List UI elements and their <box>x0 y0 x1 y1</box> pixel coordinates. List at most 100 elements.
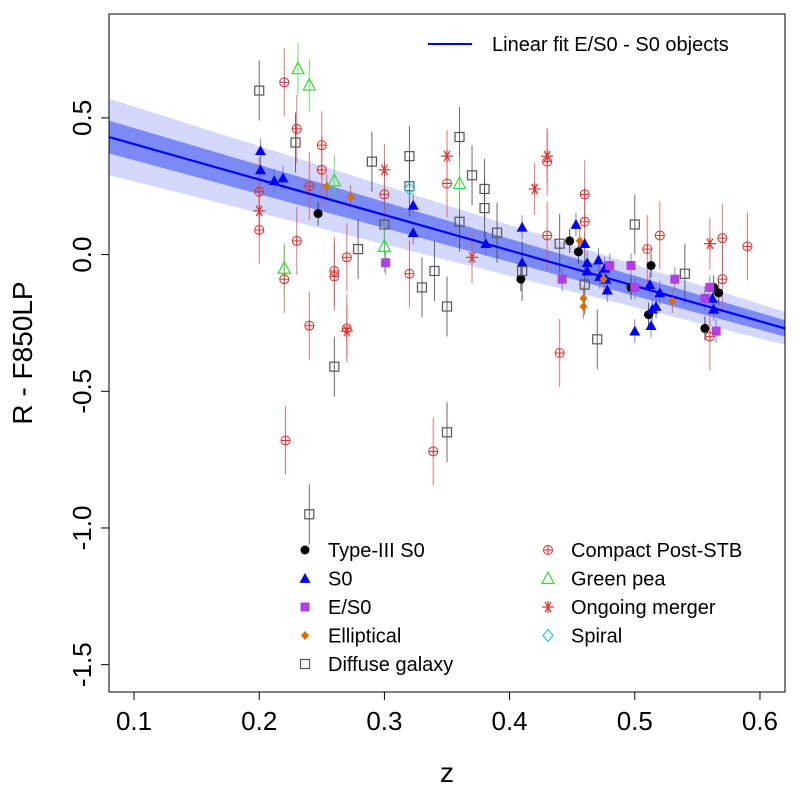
point-s0 <box>516 221 528 232</box>
legend-marker-e-s0 <box>300 602 310 612</box>
point-diffuse-galaxy <box>454 216 465 227</box>
point-s0 <box>277 172 289 183</box>
point-s0 <box>645 320 657 331</box>
point-compact-post-stb <box>579 189 590 200</box>
point-compact-post-stb <box>291 123 302 134</box>
point-s0 <box>268 175 280 186</box>
point-compact-post-stb <box>742 241 753 252</box>
point-diffuse-galaxy <box>329 361 340 372</box>
point-ongoing-merger <box>528 182 541 195</box>
point-s0 <box>480 238 492 249</box>
y-tick-label: -0.5 <box>67 369 97 414</box>
point-diffuse-galaxy <box>379 219 390 230</box>
point-elliptical <box>579 293 588 303</box>
fit-line-group <box>109 135 785 330</box>
point-diffuse-galaxy <box>416 282 428 293</box>
point-elliptical <box>579 302 588 312</box>
point-s0 <box>254 145 266 156</box>
point-s0 <box>581 257 593 268</box>
point-compact-post-stb <box>717 274 728 285</box>
point-diffuse-galaxy <box>479 203 490 214</box>
point-e-s0 <box>630 282 640 292</box>
point-compact-post-stb <box>542 230 553 241</box>
point-compact-post-stb <box>280 435 291 446</box>
point-elliptical <box>668 296 677 306</box>
point-e-s0 <box>381 258 391 268</box>
x-tick-label: 0.2 <box>241 706 277 736</box>
point-e-s0 <box>700 293 710 303</box>
inner-confidence-band <box>109 120 785 337</box>
legend-label-ongoing-merger: Ongoing merger <box>571 597 716 619</box>
point-e-s0 <box>626 261 636 271</box>
point-green-pea <box>302 77 317 91</box>
point-compact-post-stb <box>291 235 302 246</box>
point-s0 <box>644 279 656 290</box>
point-compact-post-stb <box>442 178 452 189</box>
point-elliptical <box>599 274 608 284</box>
point-green-pea <box>291 60 306 75</box>
point-compact-post-stb <box>654 230 665 241</box>
legend-label-spiral: Spiral <box>571 626 622 648</box>
point-type-iii-s0 <box>714 288 724 298</box>
legend-marker-green-pea <box>541 570 555 585</box>
confidence-bands <box>109 98 785 345</box>
point-diffuse-galaxy <box>491 227 503 238</box>
point-s0 <box>654 287 666 298</box>
point-type-iii-s0 <box>313 209 323 219</box>
point-compact-post-stb <box>279 274 290 285</box>
legend-label-type-iii-s0: Type-III S0 <box>328 540 425 562</box>
legend-marker-s0 <box>299 573 311 583</box>
data-points <box>253 60 753 520</box>
point-diffuse-galaxy <box>454 131 465 143</box>
point-diffuse-galaxy <box>429 265 440 277</box>
point-e-s0 <box>605 261 615 271</box>
point-compact-post-stb <box>304 181 315 192</box>
point-compact-post-stb <box>379 189 390 200</box>
point-ongoing-merger <box>378 163 391 176</box>
y-tick-label: 0.0 <box>67 237 97 273</box>
point-compact-post-stb <box>341 252 352 263</box>
point-elliptical <box>575 236 584 246</box>
legend-marker-spiral <box>542 628 554 643</box>
point-diffuse-galaxy <box>679 268 690 279</box>
point-s0 <box>579 238 591 249</box>
point-e-s0 <box>670 274 680 284</box>
point-diffuse-galaxy <box>441 301 453 312</box>
point-s0 <box>254 164 266 175</box>
point-diffuse-galaxy <box>466 170 478 181</box>
point-ongoing-merger <box>253 204 266 217</box>
point-s0 <box>407 199 419 210</box>
point-compact-post-stb <box>554 348 565 358</box>
point-e-s0 <box>557 274 567 284</box>
legend-marker-diffuse-galaxy <box>299 658 311 670</box>
point-s0 <box>581 265 593 276</box>
point-diffuse-galaxy <box>517 265 528 277</box>
y-tick-label: -1.0 <box>67 506 97 551</box>
point-s0 <box>650 301 662 311</box>
y-axis-label: R - F850LP <box>7 281 38 424</box>
x-tick-label: 0.6 <box>742 706 778 736</box>
point-s0 <box>407 227 419 238</box>
point-compact-post-stb <box>329 271 340 282</box>
legend-label-compact-post-stb: Compact Post-STB <box>571 540 742 562</box>
legend-marker-elliptical <box>301 631 309 640</box>
point-type-iii-s0 <box>700 323 710 333</box>
point-compact-post-stb <box>316 140 327 151</box>
point-s0 <box>601 284 613 295</box>
legend-label-elliptical: Elliptical <box>328 626 401 648</box>
x-axis: 0.1 0.2 0.3 0.4 0.5 0.6 <box>116 692 778 736</box>
point-s0 <box>706 292 718 303</box>
point-ongoing-merger <box>441 150 453 163</box>
point-compact-post-stb <box>279 77 290 88</box>
point-diffuse-galaxy <box>554 238 565 249</box>
legend-label-green-pea: Green pea <box>571 569 666 591</box>
point-green-pea <box>327 172 342 187</box>
point-compact-post-stb <box>717 233 728 244</box>
point-green-pea <box>377 238 392 252</box>
legend-marker-compact-post-stb <box>543 545 553 555</box>
legend-marker-type-iii-s0 <box>300 545 310 555</box>
point-s0 <box>629 325 641 336</box>
point-diffuse-galaxy <box>579 279 590 290</box>
x-tick-label: 0.3 <box>366 706 402 736</box>
point-ongoing-merger <box>703 237 716 250</box>
